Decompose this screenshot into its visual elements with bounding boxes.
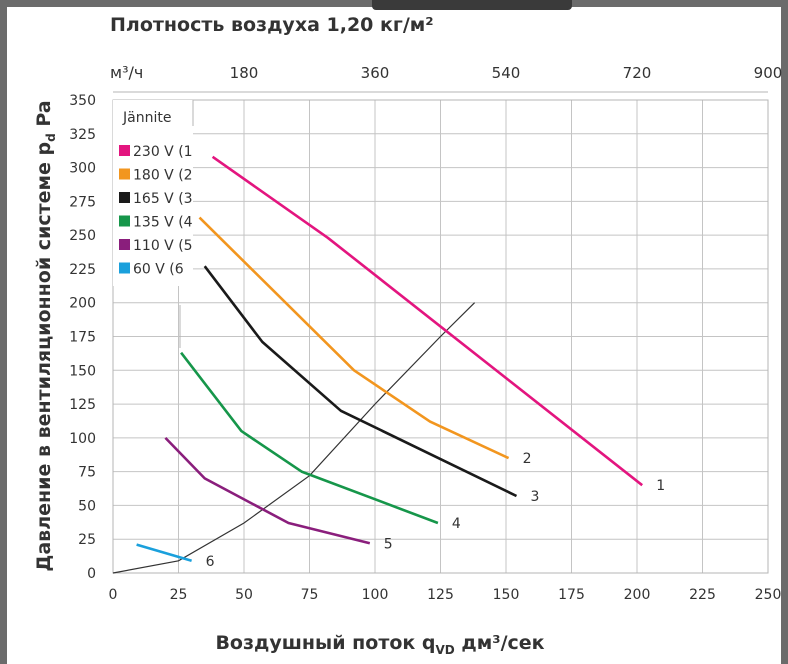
grid-lines [113,100,768,573]
legend-label-5: 110 V (5 [133,238,193,254]
x-tick-label: 150 [493,587,520,603]
secondary-x-tick-label: 900 [754,64,783,82]
x-tick-label: 25 [170,587,188,603]
x-tick-label: 50 [235,587,253,603]
axis-labels: Воздушный поток qVD дм³/сек Давление в ве… [33,100,545,657]
plot-area-border [112,99,769,574]
series-line-4 [180,351,439,525]
secondary-x-tick-label: 720 [623,64,652,82]
x-tick-label: 75 [301,587,319,603]
legend-swatch-4 [119,215,130,227]
y-tick-label: 75 [78,465,96,481]
y-axis-title: Давление в вентиляционной системе pd Pa [33,100,58,571]
x-tick-label: 225 [689,587,716,603]
legend-swatch-1 [119,145,130,156]
y-tick-label: 100 [69,431,96,447]
series-line-5 [164,436,371,545]
y-tick-label: 275 [69,194,96,210]
legend-swatch-5 [119,239,130,250]
x-tick-label: 250 [755,587,782,603]
legend-swatch-6 [119,262,130,274]
x-tick-label: 200 [624,587,651,603]
x-tick-label: 0 [109,587,118,603]
secondary-x-tick-label: 180 [230,64,259,82]
series-end-label-6: 6 [206,554,215,570]
secondary-x-tick-label: 360 [361,64,390,82]
series-end-label-4: 4 [452,516,461,532]
series-line-1 [211,155,644,487]
legend-swatch-2 [119,168,130,180]
series-line-3 [203,265,518,498]
legend: Jännite 230 V (1 180 V (2 165 V (3 135 V (4 1… [113,100,194,348]
series-line-6 [136,543,192,563]
series-end-label-3: 3 [530,489,539,505]
legend-label-2: 180 V (2 [133,168,193,184]
y-tick-label: 350 [69,93,96,109]
y-tick-label: 250 [69,228,96,244]
secondary-x-tick-label: 540 [492,64,521,82]
y-tick-label: 50 [78,498,96,514]
y-tick-label: 225 [69,262,96,278]
frame-right [781,0,788,664]
y-tick-label: 125 [69,397,96,413]
y-tick-label: 200 [69,296,96,312]
y-tick-label: 25 [78,532,96,548]
series-end-label-1: 1 [656,478,665,494]
x-tick-label: 100 [362,587,389,603]
y-tick-label: 325 [69,127,96,143]
y-tick-label: 300 [69,161,96,177]
series-group: 1 2 3 4 5 6 [136,155,665,570]
legend-title: Jännite [122,110,171,126]
air-density-label: Плотность воздуха 1,20 кг/м² [110,14,434,36]
clipped-title-bar [372,0,572,10]
series-end-label-5: 5 [384,536,393,552]
legend-label-4: 135 V (4 [133,215,193,231]
frame-left [0,0,7,664]
y-tick-label: 0 [87,566,96,582]
y-tick-label: 150 [69,363,96,379]
legend-label-3: 165 V (3 [133,191,193,207]
legend-label-1: 230 V (1 [133,144,193,160]
series-line-2 [198,216,510,460]
secondary-axis-unit: м³/ч [110,63,143,82]
series-end-label-2: 2 [523,451,532,467]
x-tick-label: 125 [427,587,454,603]
y-tick-label: 175 [69,330,96,346]
legend-swatch-3 [119,192,130,203]
x-tick-label: 175 [558,587,585,603]
legend-label-6: 60 V (6 [133,262,184,278]
axes: 0 25 50 75 100 125 150 175 200 225 250025507510012… [69,63,782,603]
legend-title-box [113,100,193,126]
x-axis-title: Воздушный поток qVD дм³/сек [215,632,544,657]
